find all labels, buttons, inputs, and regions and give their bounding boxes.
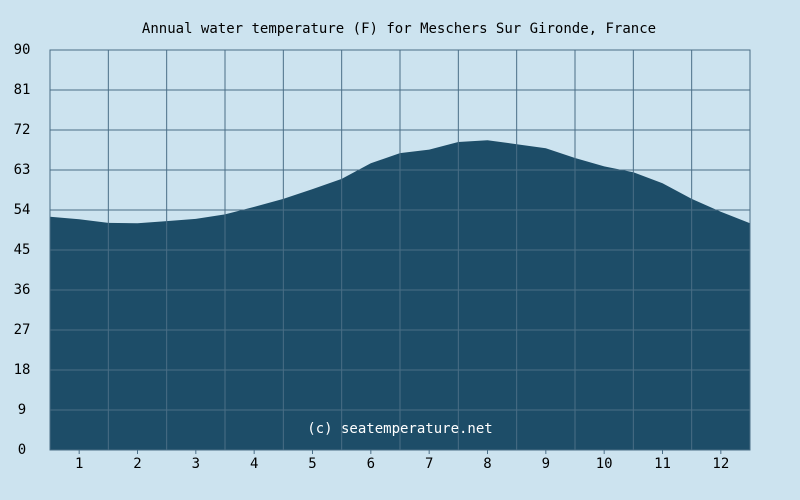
x-tick-label: 4: [250, 456, 258, 472]
x-tick-label: 10: [596, 456, 613, 472]
plot-border: [49, 49, 751, 451]
x-tick-label: 12: [712, 456, 729, 472]
x-tick-label: 9: [542, 456, 550, 472]
x-tick-label: 5: [308, 456, 316, 472]
x-tick-label: 7: [425, 456, 433, 472]
y-tick-label: 63: [14, 162, 31, 178]
x-tick-label: 11: [654, 456, 671, 472]
y-tick-label: 18: [14, 362, 31, 378]
y-tick-label: 36: [14, 282, 31, 298]
y-tick-label: 72: [14, 122, 31, 138]
y-tick-label: 9: [18, 402, 26, 418]
x-tick-label: 1: [75, 456, 83, 472]
x-tick-label: 3: [192, 456, 200, 472]
y-tick-label: 45: [14, 242, 31, 258]
plot-area: [49, 49, 751, 451]
y-tick-label: 0: [18, 442, 26, 458]
y-tick-label: 27: [14, 322, 31, 338]
x-tick-label: 8: [483, 456, 491, 472]
y-axis: 0 9 18 27 36 45 54 63 72 81 90: [14, 42, 31, 458]
chart-title: Annual water temperature (F) for Mescher…: [142, 21, 656, 37]
x-tick-label: 2: [133, 456, 141, 472]
x-axis: 1 2 3 4 5 6 7 8 9 10 11 12: [75, 450, 729, 472]
y-tick-label: 54: [14, 202, 31, 218]
y-tick-label: 81: [14, 82, 31, 98]
watermark: (c) seatemperature.net: [307, 421, 492, 437]
x-tick-label: 6: [367, 456, 375, 472]
y-tick-label: 90: [14, 42, 31, 58]
